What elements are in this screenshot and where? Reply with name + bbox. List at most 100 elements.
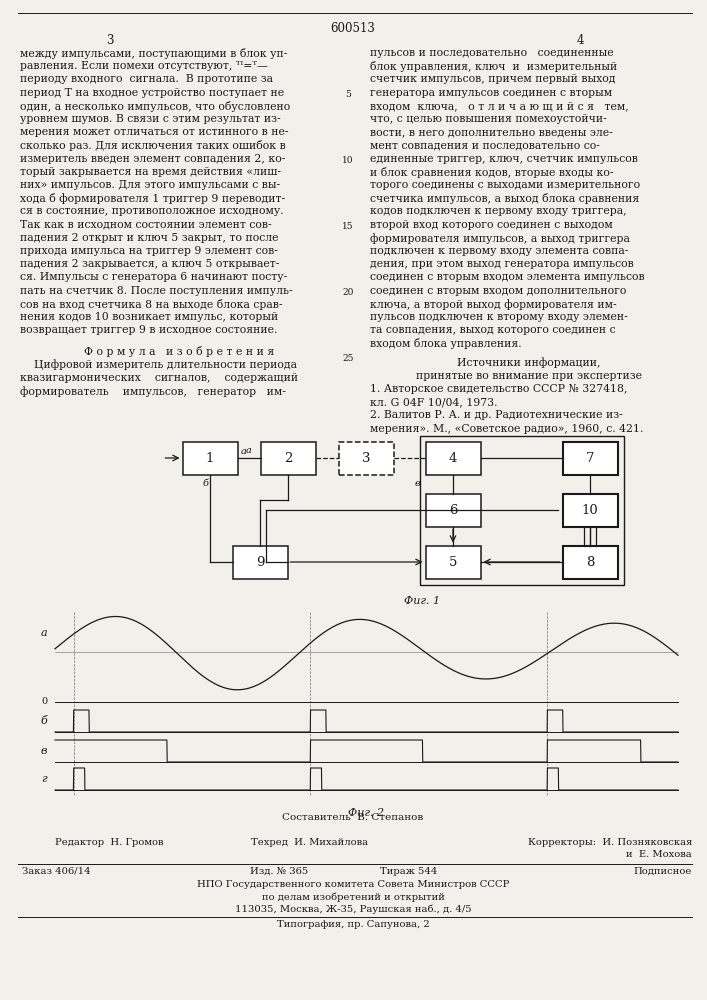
- Text: ся. Импульсы с генератора 6 начинают посту-: ся. Импульсы с генератора 6 начинают пос…: [20, 272, 287, 282]
- Bar: [563, 493, 617, 526]
- Text: формирователя импульсов, а выход триггера: формирователя импульсов, а выход триггер…: [370, 233, 630, 244]
- Text: генератора импульсов соединен с вторым: генератора импульсов соединен с вторым: [370, 88, 612, 98]
- Bar: [339, 442, 394, 475]
- Text: 0: 0: [41, 698, 47, 706]
- Text: соединен с вторым входом элемента импульсов: соединен с вторым входом элемента импуль…: [370, 272, 645, 282]
- Text: квазигармонических    сигналов,    содержащий: квазигармонических сигналов, содержащий: [20, 373, 298, 383]
- Text: б: б: [203, 479, 209, 488]
- Text: Типография, пр. Сапунова, 2: Типография, пр. Сапунова, 2: [276, 920, 429, 929]
- Text: 2. Валитов Р. А. и др. Радиотехнические из-: 2. Валитов Р. А. и др. Радиотехнические …: [370, 410, 623, 420]
- Text: возвращает триггер 9 в исходное состояние.: возвращает триггер 9 в исходное состояни…: [20, 325, 277, 335]
- Text: дения, при этом выход генератора импульсов: дения, при этом выход генератора импульс…: [370, 259, 633, 269]
- Text: период T на входное устройство поступает не: период T на входное устройство поступает…: [20, 88, 284, 98]
- Text: измеритель введен элемент совпадения 2, ко-: измеритель введен элемент совпадения 2, …: [20, 154, 286, 164]
- Text: Редактор  Н. Громов: Редактор Н. Громов: [55, 838, 163, 847]
- Text: кл. G 04F 10/04, 1973.: кл. G 04F 10/04, 1973.: [370, 397, 498, 407]
- Text: Цифровой измеритель длительности периода: Цифровой измеритель длительности периода: [20, 360, 297, 370]
- Text: пать на счетчик 8. После поступления импуль-: пать на счетчик 8. После поступления имп…: [20, 286, 293, 296]
- Text: Фиг. 1: Фиг. 1: [404, 596, 440, 606]
- Text: них» импульсов. Для этого импульсами с вы-: них» импульсов. Для этого импульсами с в…: [20, 180, 280, 190]
- Text: Составитель  В. Степанов: Составитель В. Степанов: [282, 813, 423, 822]
- Text: а: а: [40, 628, 47, 638]
- Text: единенные триггер, ключ, счетчик импульсов: единенные триггер, ключ, счетчик импульс…: [370, 154, 638, 164]
- Text: ключа, а второй выход формирователя им-: ключа, а второй выход формирователя им-: [370, 299, 617, 310]
- Text: г: г: [42, 774, 47, 784]
- Text: 2: 2: [284, 452, 292, 464]
- Text: мерения». М., «Советское радио», 1960, с. 421.: мерения». М., «Советское радио», 1960, с…: [370, 424, 643, 434]
- Text: Фиг. 2: Фиг. 2: [349, 808, 385, 818]
- Text: равления. Если помехи отсутствуют, ᵀᴵ=ᵀ—: равления. Если помехи отсутствуют, ᵀᴵ=ᵀ—: [20, 61, 268, 71]
- Bar: [563, 546, 617, 578]
- Text: та совпадения, выход которого соединен с: та совпадения, выход которого соединен с: [370, 325, 616, 335]
- Text: Ф о р м у л а   и з о б р е т е н и я: Ф о р м у л а и з о б р е т е н и я: [84, 346, 274, 357]
- Text: Изд. № 365: Изд. № 365: [250, 867, 308, 876]
- Text: подключен к первому входу элемента совпа-: подключен к первому входу элемента совпа…: [370, 246, 629, 256]
- Text: счетчик импульсов, причем первый выход: счетчик импульсов, причем первый выход: [370, 74, 616, 84]
- Text: 10: 10: [342, 156, 354, 165]
- Text: нения кодов 10 возникает импульс, который: нения кодов 10 возникает импульс, которы…: [20, 312, 279, 322]
- Text: 600513: 600513: [331, 22, 375, 35]
- Text: мент совпадения и последовательно со-: мент совпадения и последовательно со-: [370, 140, 600, 150]
- Text: входом блока управления.: входом блока управления.: [370, 338, 522, 349]
- Text: Техред  И. Михайлова: Техред И. Михайлова: [252, 838, 368, 847]
- Text: принятые во внимание при экспертизе: принятые во внимание при экспертизе: [416, 371, 642, 381]
- Text: падения 2 закрывается, а ключ 5 открывает-: падения 2 закрывается, а ключ 5 открывае…: [20, 259, 279, 269]
- Bar: [426, 493, 481, 526]
- Text: 5: 5: [345, 90, 351, 99]
- Text: 3: 3: [362, 452, 370, 464]
- Text: а: а: [246, 446, 252, 455]
- Text: пульсов и последовательно   соединенные: пульсов и последовательно соединенные: [370, 48, 614, 58]
- Text: 5: 5: [449, 556, 457, 568]
- Text: в: в: [40, 746, 47, 756]
- Bar: [426, 442, 481, 475]
- Text: 20: 20: [342, 288, 354, 297]
- Text: 3: 3: [106, 34, 114, 47]
- Text: ся в состояние, противоположное исходному.: ся в состояние, противоположное исходном…: [20, 206, 284, 216]
- Text: соединен с вторым входом дополнительного: соединен с вторым входом дополнительного: [370, 286, 626, 296]
- Text: по делам изобретений и открытий: по делам изобретений и открытий: [262, 892, 445, 902]
- Text: между импульсами, поступающими в блок уп-: между импульсами, поступающими в блок уп…: [20, 48, 287, 59]
- Text: сов на вход счетчика 8 на выходе блока срав-: сов на вход счетчика 8 на выходе блока с…: [20, 299, 283, 310]
- Text: б: б: [40, 716, 47, 726]
- Text: формирователь    импульсов,   генератор   им-: формирователь импульсов, генератор им-: [20, 386, 286, 397]
- Text: Так как в исходном состоянии элемент сов-: Так как в исходном состоянии элемент сов…: [20, 220, 271, 230]
- Text: Заказ 406/14: Заказ 406/14: [22, 867, 90, 876]
- Text: 7: 7: [586, 452, 595, 464]
- Text: 10: 10: [582, 504, 598, 516]
- Text: второй вход которого соединен с выходом: второй вход которого соединен с выходом: [370, 220, 613, 230]
- Text: блок управления, ключ  и  измерительный: блок управления, ключ и измерительный: [370, 61, 617, 72]
- Text: и  Е. Мохова: и Е. Мохова: [626, 850, 692, 859]
- Text: сколько раз. Для исключения таких ошибок в: сколько раз. Для исключения таких ошибок…: [20, 140, 286, 151]
- Text: Подписное: Подписное: [633, 867, 692, 876]
- Text: что, с целью повышения помехоустойчи-: что, с целью повышения помехоустойчи-: [370, 114, 607, 124]
- Text: 9: 9: [256, 556, 264, 568]
- Bar: [419, 436, 624, 584]
- Text: падения 2 открыт и ключ 5 закрыт, то после: падения 2 открыт и ключ 5 закрыт, то пос…: [20, 233, 279, 243]
- Text: пульсов подключен к второму входу элемен-: пульсов подключен к второму входу элемен…: [370, 312, 628, 322]
- Text: мерения может отличаться от истинного в не-: мерения может отличаться от истинного в …: [20, 127, 288, 137]
- Text: 8: 8: [586, 556, 594, 568]
- Text: 25: 25: [342, 354, 354, 363]
- Text: и блок сравнения кодов, вторые входы ко-: и блок сравнения кодов, вторые входы ко-: [370, 167, 614, 178]
- Bar: [233, 546, 288, 578]
- Bar: [260, 442, 315, 475]
- Text: хода б формирователя 1 триггер 9 переводит-: хода б формирователя 1 триггер 9 перевод…: [20, 193, 285, 204]
- Text: счетчика импульсов, а выход блока сравнения: счетчика импульсов, а выход блока сравне…: [370, 193, 639, 204]
- Text: Корректоры:  И. Позняковская: Корректоры: И. Позняковская: [527, 838, 692, 847]
- Text: кодов подключен к первому входу триггера,: кодов подключен к первому входу триггера…: [370, 206, 626, 216]
- Text: 1. Авторское свидетельство СССР № 327418,: 1. Авторское свидетельство СССР № 327418…: [370, 384, 628, 394]
- Text: а: а: [240, 447, 246, 456]
- Text: 6: 6: [449, 504, 457, 516]
- Text: 4: 4: [576, 34, 584, 47]
- Text: в: в: [415, 480, 421, 488]
- Bar: [563, 442, 617, 475]
- Text: прихода импульса на триггер 9 элемент сов-: прихода импульса на триггер 9 элемент со…: [20, 246, 278, 256]
- Text: 1: 1: [206, 452, 214, 464]
- Text: 4: 4: [449, 452, 457, 464]
- Text: НПО Государственного комитета Совета Министров СССР: НПО Государственного комитета Совета Мин…: [197, 880, 509, 889]
- Text: уровнем шумов. В связи с этим результат из-: уровнем шумов. В связи с этим результат …: [20, 114, 281, 124]
- Bar: [426, 546, 481, 578]
- Text: торого соединены с выходами измерительного: торого соединены с выходами измерительно…: [370, 180, 640, 190]
- Text: торый закрывается на время действия «лиш-: торый закрывается на время действия «лиш…: [20, 167, 281, 177]
- Text: 113035, Москва, Ж-35, Раушская наб., д. 4/5: 113035, Москва, Ж-35, Раушская наб., д. …: [235, 904, 472, 914]
